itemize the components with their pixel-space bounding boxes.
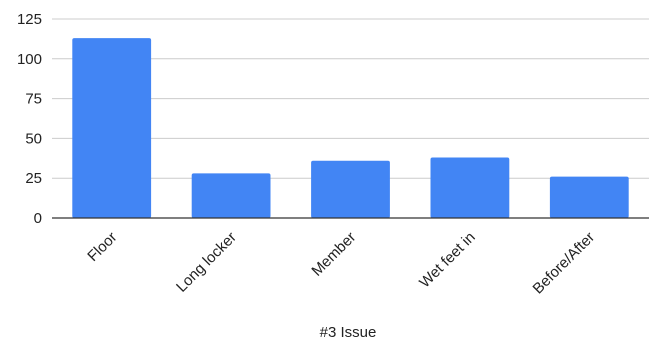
y-tick-labels: 0 25 50 75 100 125	[17, 11, 42, 227]
x-tick-label: Member	[308, 229, 359, 280]
gridlines	[52, 18, 649, 179]
bar-floor	[72, 38, 152, 218]
bar-member	[311, 160, 390, 218]
y-tick-label: 0	[34, 210, 42, 227]
x-tick-label: Wet feet in	[416, 229, 479, 292]
y-tick-label: 100	[17, 51, 42, 68]
x-axis-title: #3 Issue	[320, 324, 377, 341]
x-tick-labels: Floor Long locker Member Wet feet in Before/…	[84, 229, 598, 298]
y-tick-label: 75	[25, 91, 42, 108]
x-tick-label: Before/After	[530, 229, 599, 298]
x-tick-label: Long locker	[173, 229, 240, 296]
y-tick-label: 25	[25, 170, 42, 187]
bar-before-after	[549, 176, 629, 218]
bar-long-locker	[191, 173, 271, 218]
bars	[72, 38, 629, 218]
y-tick-label: 125	[17, 11, 42, 28]
y-tick-label: 50	[25, 130, 42, 147]
bar-wet-feet-in	[430, 157, 510, 218]
x-tick-label: Floor	[84, 229, 120, 265]
